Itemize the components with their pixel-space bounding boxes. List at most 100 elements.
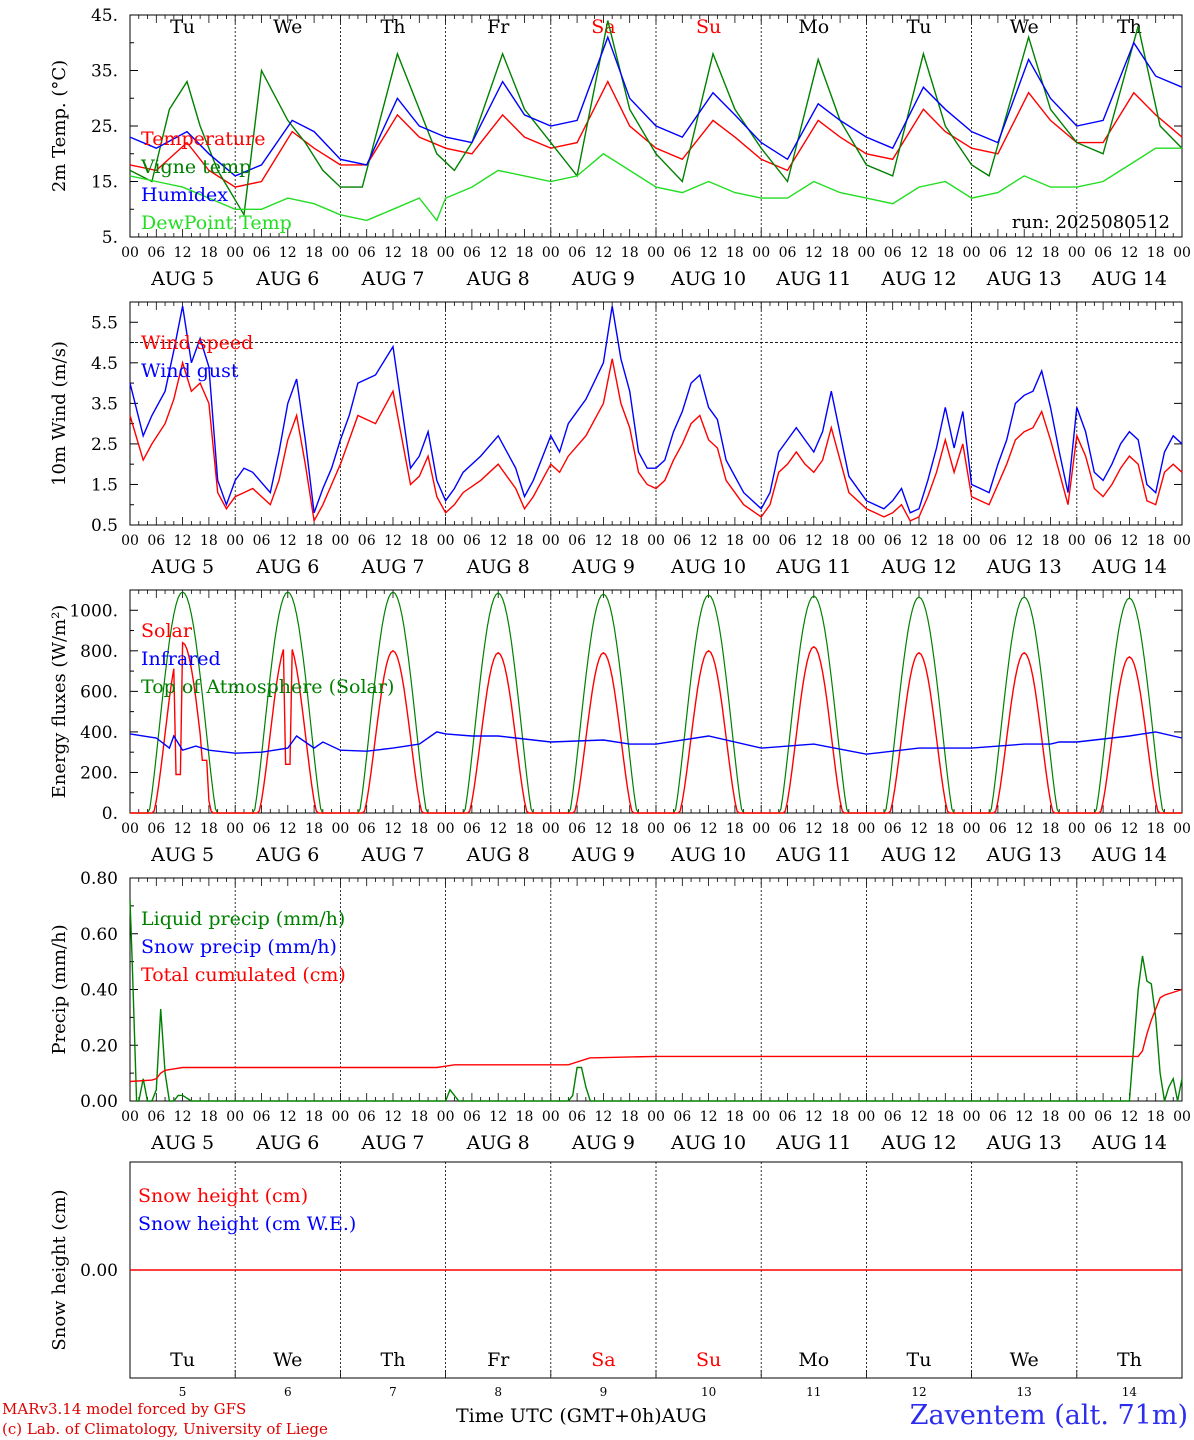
energy-hour-label: 18 — [200, 821, 218, 837]
energy-hour-label: 12 — [805, 821, 823, 837]
energy-hour-label: 06 — [779, 821, 797, 837]
precip-ytick-label: 0.60 — [80, 925, 118, 945]
temp-series-1 — [129, 20, 1183, 217]
energy-series-0 — [129, 731, 1183, 755]
energy-hour-label: 06 — [1094, 821, 1112, 837]
temp-hour-label: 18 — [516, 245, 534, 261]
energy-date-label: AUG 10 — [670, 844, 746, 866]
temp-date-label: AUG 8 — [466, 268, 530, 290]
temp-day-label: Th — [381, 16, 406, 38]
precip-date-label: AUG 6 — [255, 1132, 319, 1154]
precip-hour-label: 12 — [805, 1109, 823, 1125]
precip-hour-label: 12 — [174, 1109, 192, 1125]
energy-date-label: AUG 5 — [150, 844, 214, 866]
precip-hour-label: 00 — [752, 1109, 770, 1125]
energy-hour-label: 12 — [910, 821, 928, 837]
temp-date-label: AUG 7 — [360, 268, 424, 290]
wind-date-label: AUG 12 — [880, 556, 956, 578]
temp-hour-label: 12 — [489, 245, 507, 261]
energy-date-label: AUG 7 — [360, 844, 424, 866]
energy-ytick-label: 0. — [102, 804, 118, 824]
energy-hour-label: 06 — [463, 821, 481, 837]
energy-hour-label: 00 — [1068, 821, 1086, 837]
wind-hour-label: 00 — [542, 533, 560, 549]
precip-date-label: AUG 12 — [880, 1132, 956, 1154]
wind-hour-label: 06 — [884, 533, 902, 549]
temp-hour-label: 00 — [1173, 245, 1191, 261]
precip-hour-label: 06 — [673, 1109, 691, 1125]
temp-date-label: AUG 13 — [986, 268, 1062, 290]
snow-day-label: Su — [696, 1349, 721, 1371]
snow-day-label: We — [273, 1349, 302, 1371]
precip-date-label: AUG 14 — [1091, 1132, 1167, 1154]
temp-ytick-label: 25. — [91, 117, 118, 137]
precip-hour-label: 18 — [516, 1109, 534, 1125]
wind-hour-label: 12 — [279, 533, 297, 549]
energy-hour-label: 06 — [253, 821, 271, 837]
temp-ytick-label: 15. — [91, 173, 118, 193]
wind-hour-label: 18 — [516, 533, 534, 549]
temp-day-label: Su — [696, 16, 721, 38]
temp-day-label: Mo — [798, 16, 829, 38]
precip-hour-label: 18 — [726, 1109, 744, 1125]
wind-date-label: AUG 13 — [986, 556, 1062, 578]
energy-ytick-label: 800. — [80, 642, 118, 662]
energy-hour-label: 18 — [936, 821, 954, 837]
energy-hour-label: 00 — [1173, 821, 1191, 837]
snow-date-number: 9 — [600, 1385, 608, 1399]
wind-hour-label: 12 — [805, 533, 823, 549]
temp-hour-label: 18 — [831, 245, 849, 261]
snow-day-label: Th — [381, 1349, 406, 1371]
precip-series-1 — [129, 988, 1183, 1083]
temp-hour-label: 12 — [1015, 245, 1033, 261]
precip-hour-label: 12 — [1120, 1109, 1138, 1125]
temp-hour-label: 18 — [726, 245, 744, 261]
temp-hour-label: 06 — [779, 245, 797, 261]
energy-hour-label: 00 — [121, 821, 139, 837]
wind-date-label: AUG 9 — [571, 556, 635, 578]
temp-hour-label: 06 — [989, 245, 1007, 261]
precip-hour-label: 06 — [147, 1109, 165, 1125]
precip-hour-label: 00 — [331, 1109, 349, 1125]
energy-hour-label: 12 — [384, 821, 402, 837]
temp-hour-label: 18 — [410, 245, 428, 261]
temp-hour-label: 06 — [358, 245, 376, 261]
energy-hour-label: 18 — [726, 821, 744, 837]
temp-day-label: We — [1010, 16, 1039, 38]
temp-hour-label: 00 — [226, 245, 244, 261]
energy-hour-label: 00 — [647, 821, 665, 837]
wind-hour-label: 18 — [831, 533, 849, 549]
energy-date-label: AUG 13 — [986, 844, 1062, 866]
wind-hour-label: 00 — [226, 533, 244, 549]
precip-hour-label: 12 — [700, 1109, 718, 1125]
wind-hour-label: 06 — [673, 533, 691, 549]
wind-date-label: AUG 10 — [670, 556, 746, 578]
wind-hour-label: 18 — [621, 533, 639, 549]
temp-day-label: Tu — [170, 16, 195, 38]
wind-hour-label: 06 — [568, 533, 586, 549]
precip-hour-label: 06 — [884, 1109, 902, 1125]
precip-hour-label: 12 — [489, 1109, 507, 1125]
wind-hour-label: 18 — [936, 533, 954, 549]
wind-hour-label: 18 — [305, 533, 323, 549]
temp-hour-label: 00 — [542, 245, 560, 261]
precip-ytick-label: 0.40 — [80, 981, 118, 1001]
station-name: Zaventem (alt. 71m) — [909, 1400, 1188, 1431]
wind-hour-label: 12 — [384, 533, 402, 549]
energy-hour-label: 06 — [147, 821, 165, 837]
precip-hour-label: 00 — [857, 1109, 875, 1125]
temp-hour-label: 12 — [594, 245, 612, 261]
wind-hour-label: 18 — [726, 533, 744, 549]
precip-hour-label: 00 — [963, 1109, 981, 1125]
precip-ytick-label: 0.80 — [80, 869, 118, 889]
precip-hour-label: 12 — [910, 1109, 928, 1125]
snow-date-number: 7 — [389, 1385, 397, 1399]
wind-hour-label: 12 — [700, 533, 718, 549]
precip-hour-label: 00 — [226, 1109, 244, 1125]
temp-date-label: AUG 11 — [775, 268, 851, 290]
temp-hour-label: 06 — [147, 245, 165, 261]
wind-hour-label: 06 — [147, 533, 165, 549]
precip-hour-label: 12 — [279, 1109, 297, 1125]
precip-hour-label: 00 — [437, 1109, 455, 1125]
snow-date-number: 12 — [911, 1385, 926, 1399]
